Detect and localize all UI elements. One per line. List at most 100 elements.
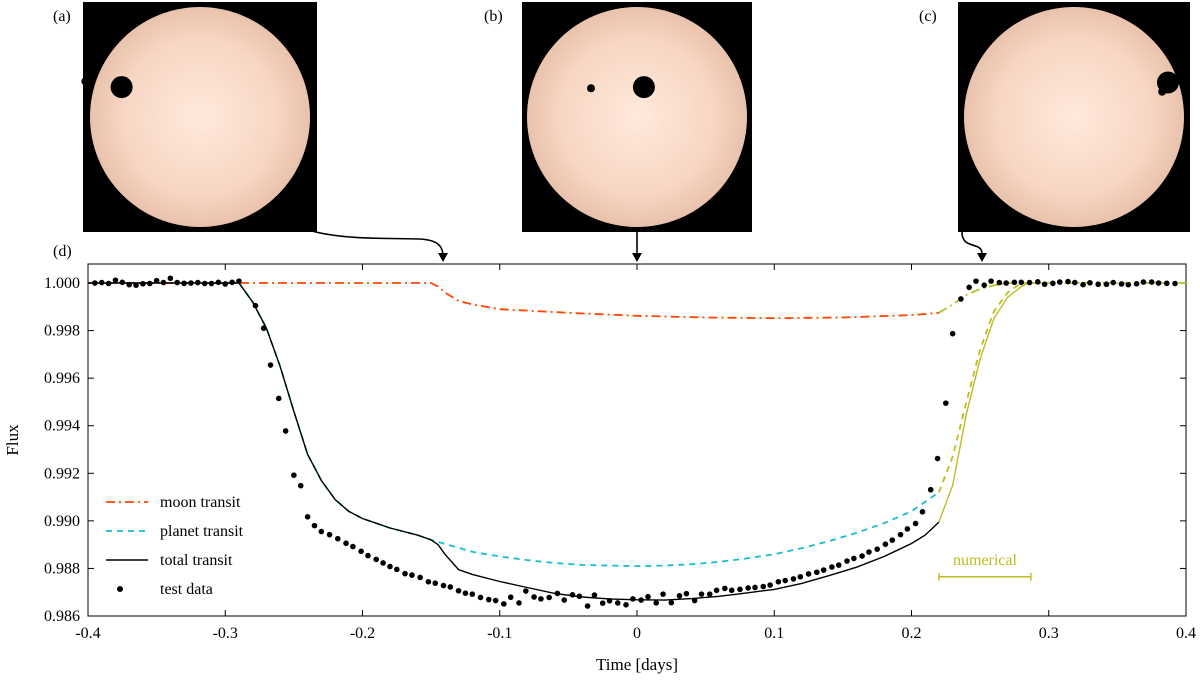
test-data-point xyxy=(934,455,941,462)
panel-b-label: (b) xyxy=(484,8,503,25)
test-data-point xyxy=(713,587,720,594)
test-data-point xyxy=(1026,279,1033,286)
axis-ticks: -0.4 -0.3 -0.2 -0.1 0 0.1 0.2 0.3 0.4 0.986 0.988 0… xyxy=(44,264,1196,642)
test-data-point xyxy=(660,591,666,597)
test-data-point xyxy=(844,558,850,564)
transit-snapshots: (a) (b) (c) xyxy=(53,2,1190,232)
test-data-point xyxy=(146,280,153,287)
test-data-point xyxy=(813,569,820,576)
test-data-point xyxy=(576,593,583,600)
legend-test-data-label: test data xyxy=(160,581,213,598)
test-data-point xyxy=(851,555,857,562)
test-data-point xyxy=(188,280,194,286)
test-data-point xyxy=(394,566,400,573)
x-tick-label: -0.4 xyxy=(75,625,100,642)
test-data-point xyxy=(1125,281,1132,288)
test-data-point xyxy=(92,280,98,286)
connector-arrowheads xyxy=(438,253,987,262)
test-data-point xyxy=(326,531,333,538)
test-data-point xyxy=(425,578,432,585)
test-data-point xyxy=(98,279,105,286)
test-data-point xyxy=(1172,280,1178,287)
data-series xyxy=(88,282,1186,601)
test-data-point xyxy=(455,587,462,594)
test-data-point xyxy=(350,543,356,550)
test-data-point xyxy=(653,600,660,606)
test-data-point xyxy=(477,594,484,601)
test-data-point xyxy=(365,552,371,559)
test-data-point xyxy=(304,514,311,520)
test-data-point xyxy=(782,577,789,584)
y-tick-label: 0.992 xyxy=(44,465,80,482)
test-data-point xyxy=(432,580,439,586)
arrowhead-a xyxy=(438,253,448,262)
test-data-point xyxy=(623,602,629,608)
test-data-point xyxy=(973,278,979,284)
test-data-point xyxy=(1080,281,1086,288)
test-data-point xyxy=(745,585,751,591)
test-data-point xyxy=(882,541,889,547)
series-total-transit-numerical xyxy=(938,282,1029,523)
test-data-point xyxy=(516,600,522,606)
panel-c-label: (c) xyxy=(919,8,937,25)
test-data-point xyxy=(859,553,865,559)
test-data-point xyxy=(1034,279,1041,285)
panel-b-star xyxy=(527,7,747,227)
test-data-point xyxy=(546,594,552,601)
panel-b-planet xyxy=(632,76,655,99)
test-data-point xyxy=(919,509,926,515)
test-data-point xyxy=(373,556,380,563)
test-data-point xyxy=(140,280,146,287)
test-data-point xyxy=(805,571,812,577)
test-data-point xyxy=(752,584,758,591)
test-data-point xyxy=(966,284,972,291)
test-data-point xyxy=(318,528,325,535)
test-data-point xyxy=(1072,279,1078,286)
test-data-point xyxy=(380,560,386,566)
test-data-point xyxy=(538,596,544,602)
test-data-point xyxy=(133,282,139,288)
test-data-point xyxy=(599,600,606,606)
test-data-point xyxy=(1118,281,1125,287)
test-data-point xyxy=(614,600,621,606)
test-data-point xyxy=(790,576,797,582)
test-data-point xyxy=(507,594,514,601)
y-tick-label: 0.994 xyxy=(44,418,80,435)
test-data-point xyxy=(112,277,119,283)
x-tick-label: 0.1 xyxy=(764,625,784,642)
panel-a-moon xyxy=(81,77,90,86)
legend-planet-transit-label: planet transit xyxy=(160,523,244,540)
legend: moon transit planet transit total transit t… xyxy=(106,494,244,598)
test-data-point xyxy=(1087,279,1093,286)
test-data-point xyxy=(1155,280,1162,286)
numerical-annotation: numerical xyxy=(938,552,1032,581)
light-curve-plot: -0.4 -0.3 -0.2 -0.1 0 0.1 0.2 0.3 0.4 0.986 0.988 0… xyxy=(3,263,1196,674)
test-data-point xyxy=(606,597,613,604)
test-data-point xyxy=(1148,279,1155,285)
x-tick-label: 0.3 xyxy=(1039,625,1059,642)
test-data-point xyxy=(343,540,349,547)
test-data-point xyxy=(676,592,683,599)
test-data-point xyxy=(1103,281,1110,288)
test-data-point xyxy=(866,549,872,555)
test-data-point xyxy=(630,596,636,602)
test-data-point xyxy=(1110,279,1117,286)
arrowhead-c xyxy=(977,253,987,262)
test-data-point xyxy=(531,594,537,600)
panel-b: (b) xyxy=(484,2,752,232)
test-data-point xyxy=(1133,280,1140,287)
test-data-points xyxy=(92,275,1178,609)
test-data-point xyxy=(767,582,773,588)
test-data-point xyxy=(167,275,174,282)
test-data-point xyxy=(1163,280,1170,287)
test-data-point xyxy=(820,567,827,573)
test-data-point xyxy=(334,535,341,542)
test-data-point xyxy=(706,591,713,597)
y-tick-label: 0.996 xyxy=(44,370,80,387)
test-data-point xyxy=(282,428,289,434)
test-data-point xyxy=(683,590,690,597)
test-data-point xyxy=(387,563,393,570)
test-data-point xyxy=(728,587,735,594)
test-data-point xyxy=(904,526,911,532)
